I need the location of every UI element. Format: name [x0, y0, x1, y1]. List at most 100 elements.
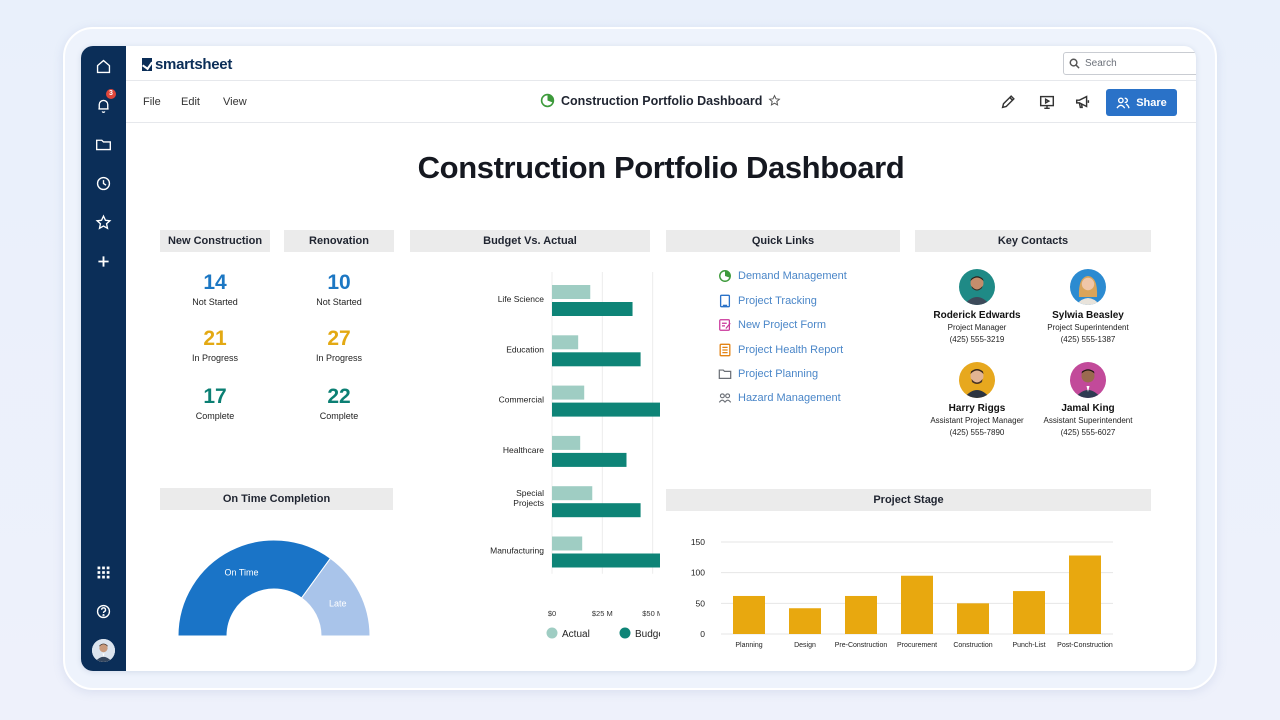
notification-badge: 3 — [106, 89, 116, 99]
report-icon — [719, 343, 731, 357]
workspace-icon — [718, 393, 732, 403]
metric-new-in-progress: 21 In Progress — [160, 327, 270, 363]
stage-bar — [1069, 555, 1101, 634]
quick-link-label[interactable]: Demand Management — [738, 270, 847, 282]
quick-link-planning[interactable]: Project Planning — [718, 367, 818, 381]
quick-link-hazard[interactable]: Hazard Management — [718, 391, 841, 405]
clock-icon — [96, 176, 111, 191]
people-icon — [1116, 97, 1130, 109]
left-rail: 3 — [81, 46, 126, 671]
metric-label: In Progress — [191, 353, 239, 363]
legend-label: Budget — [635, 629, 660, 640]
person-photo-icon — [1070, 362, 1106, 398]
metric-label: In Progress — [315, 353, 363, 363]
slice-late — [300, 557, 371, 637]
contact-avatar — [959, 269, 995, 305]
menu-file[interactable]: File — [143, 96, 161, 108]
contact-name: Jamal King — [1061, 403, 1115, 414]
help-button[interactable] — [91, 599, 116, 624]
slice-label: On Time — [225, 567, 259, 577]
bar-actual — [552, 486, 593, 501]
search-box[interactable] — [1063, 52, 1196, 75]
favorites-button[interactable] — [91, 210, 116, 235]
metric-label: Not Started — [192, 297, 238, 307]
metric-label: Complete — [195, 411, 235, 421]
person-photo-icon — [959, 362, 995, 398]
slice-on-time — [177, 539, 332, 637]
metric-value: 17 — [203, 385, 227, 408]
quick-link-label[interactable]: Hazard Management — [738, 392, 841, 404]
renovation-header: Renovation — [284, 230, 394, 252]
menu-edit[interactable]: Edit — [181, 96, 200, 108]
x-category-label: Design — [794, 642, 816, 649]
quick-link-label[interactable]: Project Tracking — [738, 295, 817, 307]
category-label: Projects — [513, 498, 544, 508]
person-photo-icon — [959, 269, 995, 305]
app-window: 3 — [81, 46, 1196, 671]
recents-button[interactable] — [91, 171, 116, 196]
logo-icon — [142, 58, 152, 71]
contact-role: Assistant Superintendent — [1043, 416, 1133, 425]
legend-swatch — [619, 627, 631, 639]
contact-role: Assistant Project Manager — [930, 416, 1024, 425]
stage-bar — [789, 608, 821, 634]
metric-label: Complete — [319, 411, 359, 421]
bell-icon — [98, 99, 109, 113]
stage-bar — [845, 595, 877, 634]
metric-value: 21 — [203, 327, 227, 350]
apps-button[interactable] — [91, 560, 116, 585]
y-tick-label: 100 — [691, 568, 705, 578]
quick-link-form[interactable]: New Project Form — [718, 318, 826, 332]
metric-value: 22 — [327, 385, 351, 408]
x-category-label: Post-Construction — [1057, 642, 1113, 649]
contact-avatar — [959, 362, 995, 398]
quick-link-label[interactable]: Project Health Report — [738, 344, 844, 356]
home-icon — [96, 59, 111, 74]
category-label: Commercial — [499, 395, 544, 405]
contact-name: Roderick Edwards — [933, 310, 1021, 321]
y-tick-label: 50 — [696, 598, 706, 608]
edit-button[interactable] — [999, 93, 1017, 111]
bar-budget — [552, 553, 660, 568]
contact-card: Roderick Edwards Project Manager (425) 5… — [917, 269, 1037, 344]
create-button[interactable] — [91, 249, 116, 274]
document-title: Construction Portfolio Dashboard — [540, 93, 781, 108]
quick-link-label[interactable]: New Project Form — [738, 319, 827, 331]
bar-budget — [552, 402, 660, 417]
user-avatar[interactable] — [92, 639, 115, 662]
browse-button[interactable] — [91, 132, 116, 157]
smartsheet-logo[interactable]: smartsheet — [142, 56, 232, 73]
notifications-button[interactable]: 3 — [91, 89, 116, 118]
contact-phone[interactable]: (425) 555-7890 — [949, 428, 1005, 437]
category-label: Healthcare — [503, 445, 544, 455]
quick-link-label[interactable]: Project Planning — [738, 368, 819, 380]
presentation-icon — [1039, 95, 1055, 110]
contact-phone[interactable]: (425) 555-3219 — [949, 335, 1005, 344]
metric-value: 10 — [327, 271, 351, 294]
x-tick-label: $0 — [548, 609, 556, 618]
quick-link-health[interactable]: Project Health Report — [718, 343, 843, 357]
contact-phone[interactable]: (425) 555-6027 — [1060, 428, 1116, 437]
legend-swatch — [546, 627, 558, 639]
announce-button[interactable] — [1074, 93, 1092, 111]
bar-actual — [552, 536, 583, 551]
contact-role: Project Manager — [947, 323, 1007, 332]
home-button[interactable] — [91, 54, 116, 79]
favorite-star-icon[interactable] — [768, 94, 781, 107]
bar-budget — [552, 352, 641, 367]
x-category-label: Planning — [735, 642, 762, 649]
quick-link-tracking[interactable]: Project Tracking — [718, 294, 817, 308]
menu-bar: File Edit View Construction Portfolio Da… — [126, 81, 1196, 123]
y-tick-label: 150 — [691, 537, 705, 547]
search-input[interactable] — [1085, 58, 1196, 69]
slice-label: Late — [329, 599, 347, 609]
metric-reno-complete: 22 Complete — [284, 385, 394, 421]
contact-card: Jamal King Assistant Superintendent (425… — [1028, 362, 1148, 437]
share-button[interactable]: Share — [1106, 89, 1177, 116]
menu-view[interactable]: View — [223, 96, 247, 108]
quick-link-demand[interactable]: Demand Management — [718, 269, 847, 283]
pencil-icon — [1001, 95, 1015, 109]
present-button[interactable] — [1038, 93, 1056, 111]
contact-phone[interactable]: (425) 555-1387 — [1060, 335, 1116, 344]
stage-bar — [1013, 591, 1045, 634]
